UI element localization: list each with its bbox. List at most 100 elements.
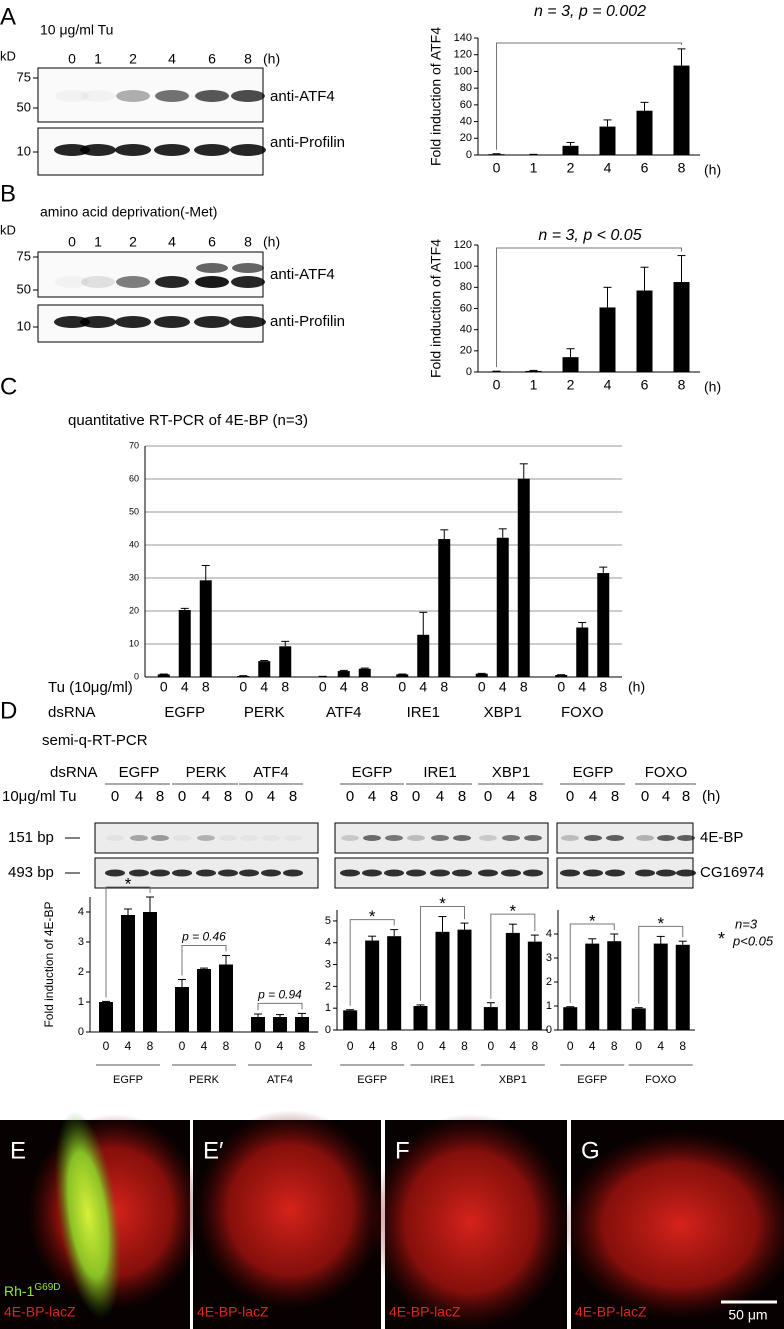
antibody-label: anti-Profilin (270, 134, 345, 151)
bar (483, 1007, 498, 1030)
error-bar (124, 908, 132, 915)
group-label: PERK (189, 1074, 220, 1086)
error-bar (508, 923, 517, 933)
lane-label: 2 (129, 234, 137, 250)
significance-bracket (569, 923, 615, 1003)
lane-label: 4 (202, 788, 210, 805)
x-tick-label: 8 (202, 679, 210, 695)
error-bar (146, 896, 154, 912)
bar (555, 675, 568, 677)
band (385, 835, 403, 841)
band (363, 835, 381, 841)
y-tick-label: 4 (78, 906, 84, 918)
error-bar (640, 266, 649, 291)
error-bar (634, 1007, 643, 1009)
kd-label: kD (0, 48, 16, 63)
bar (673, 65, 690, 155)
significance-bracket (490, 913, 536, 999)
band (154, 144, 190, 156)
error-bar (200, 967, 208, 969)
band (150, 869, 170, 877)
error-bar (603, 286, 612, 308)
error-bar (498, 528, 507, 538)
band (453, 835, 471, 841)
band (262, 835, 280, 841)
x-tick-label: 8 (361, 679, 369, 695)
lane-label: 1 (94, 51, 102, 67)
x-tick-label: 4 (340, 679, 348, 695)
bar (576, 627, 589, 677)
x-unit: (h) (628, 679, 645, 695)
x-tick-label: 8 (391, 1039, 398, 1053)
bar (585, 943, 600, 1030)
mw-marker: 10 (17, 143, 31, 158)
x-tick-label: 4 (277, 1039, 284, 1053)
error-bar (588, 938, 597, 944)
lane-label: 0 (346, 788, 354, 805)
y-tick-label: 1 (546, 1000, 552, 1012)
bar (517, 478, 530, 677)
x-tick-label: 0 (478, 679, 486, 695)
mw-marker: 50 (17, 281, 31, 296)
stain-label: 4E-BP-lacZ (575, 1304, 647, 1320)
x-tick-label: 8 (611, 1039, 618, 1053)
tissue (562, 1130, 784, 1320)
error-bar (260, 660, 269, 662)
band (230, 316, 266, 328)
x-tick-label: 4 (589, 1039, 596, 1053)
chart-title: quantitative RT-PCR of 4E-BP (n=3) (68, 412, 308, 429)
group-label: EGFP (357, 1074, 387, 1086)
band (194, 316, 230, 328)
significance-bracket (420, 906, 465, 1001)
lane-label: 4 (168, 234, 176, 250)
x-tick-label: 0 (347, 1039, 354, 1053)
y-tick-label: 1 (78, 996, 84, 1008)
y-tick-label: 120 (454, 49, 472, 61)
gene-label: 4E-BP (700, 829, 743, 846)
panel-label: C (0, 373, 17, 400)
band (231, 90, 265, 102)
x-tick-label: 4 (578, 679, 586, 695)
lane-label: 8 (289, 788, 297, 805)
band (80, 316, 116, 328)
y-axis-title: Fold induction of ATF4 (428, 27, 444, 166)
bar (525, 370, 542, 372)
band (230, 144, 266, 156)
bar (562, 357, 579, 372)
x-tick-label: 4 (604, 377, 612, 393)
image-label: F (395, 1137, 410, 1164)
antibody-label: anti-Profilin (270, 313, 345, 330)
lane-label: 4 (368, 788, 376, 805)
band (240, 835, 258, 841)
bar (505, 932, 520, 1030)
x-tick-label: 8 (679, 1039, 686, 1053)
stain-label: 4E-BP-lacZ (4, 1304, 76, 1320)
error-bar (678, 940, 687, 945)
band (130, 835, 148, 841)
significance-label: * (439, 894, 446, 913)
lane-label: 4 (589, 788, 597, 805)
band (560, 869, 580, 877)
y-axis-title: Fold induction of ATF4 (428, 239, 444, 378)
band (115, 316, 151, 328)
x-tick-label: 1 (530, 377, 538, 393)
band (151, 835, 169, 841)
lane-label: 0 (111, 788, 119, 805)
band (583, 869, 603, 877)
lane-label: 2 (129, 51, 137, 67)
group-label: ATF4 (253, 764, 289, 781)
bar (457, 929, 472, 1030)
x-tick-label: 8 (520, 679, 528, 695)
y-tick-label: 10 (129, 638, 139, 648)
bar (396, 674, 409, 677)
bar (488, 154, 505, 155)
band (283, 869, 303, 877)
lane-label: 8 (244, 51, 252, 67)
band (341, 835, 359, 841)
bar (653, 943, 668, 1030)
treatment-label: amino acid deprivation(-Met) (40, 204, 217, 220)
row-label: 10μg/ml Tu (2, 788, 77, 805)
y-tick-label: 40 (129, 539, 139, 549)
bar (273, 1017, 287, 1032)
